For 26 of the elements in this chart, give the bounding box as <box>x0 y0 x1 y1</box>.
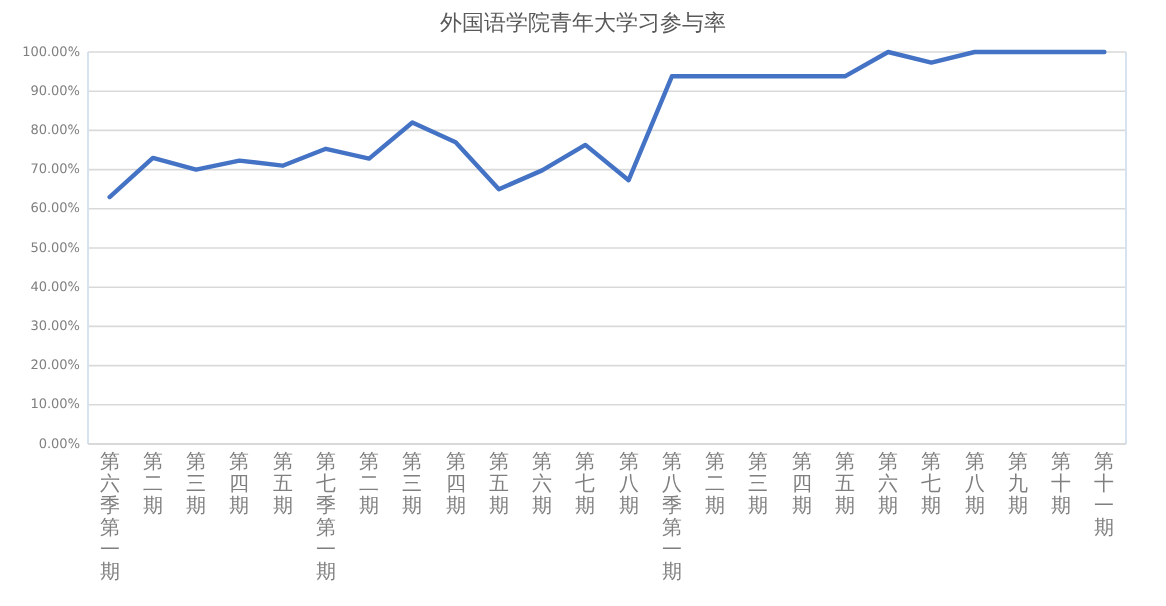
x-tick-label: 第八季第一期 <box>661 450 682 584</box>
x-tick-label: 第四期 <box>791 450 812 518</box>
x-tick-label: 第七季第一期 <box>315 450 336 584</box>
x-tick-label: 第十期 <box>1051 450 1072 518</box>
x-tick-label: 第四期 <box>229 450 250 518</box>
x-tick-label: 第六季第一期 <box>99 450 120 584</box>
x-tick-label: 第十一期 <box>1094 450 1115 540</box>
x-tick-label: 第七期 <box>575 450 596 518</box>
chart-title: 外国语学院青年大学习参与率 <box>440 10 726 36</box>
x-tick-label: 第五期 <box>272 450 293 518</box>
x-tick-label: 第二期 <box>705 450 726 518</box>
x-tick-label: 第三期 <box>186 450 207 518</box>
x-tick-label: 第八期 <box>618 450 639 518</box>
x-tick-label: 第九期 <box>1007 450 1028 518</box>
x-tick-label: 第六期 <box>532 450 553 518</box>
x-tick-label: 第五期 <box>488 450 509 518</box>
x-tick-label: 第四期 <box>445 450 466 518</box>
x-tick-label: 第三期 <box>748 450 769 518</box>
x-tick-label: 第三期 <box>402 450 423 518</box>
x-tick-label: 第八期 <box>964 450 985 518</box>
x-tick-label: 第七期 <box>921 450 942 518</box>
x-tick-label: 第五期 <box>834 450 855 518</box>
x-tick-label: 第二期 <box>359 450 380 518</box>
x-tick-label: 第二期 <box>142 450 163 518</box>
x-tick-label: 第六期 <box>878 450 899 518</box>
line-series <box>107 49 1107 200</box>
